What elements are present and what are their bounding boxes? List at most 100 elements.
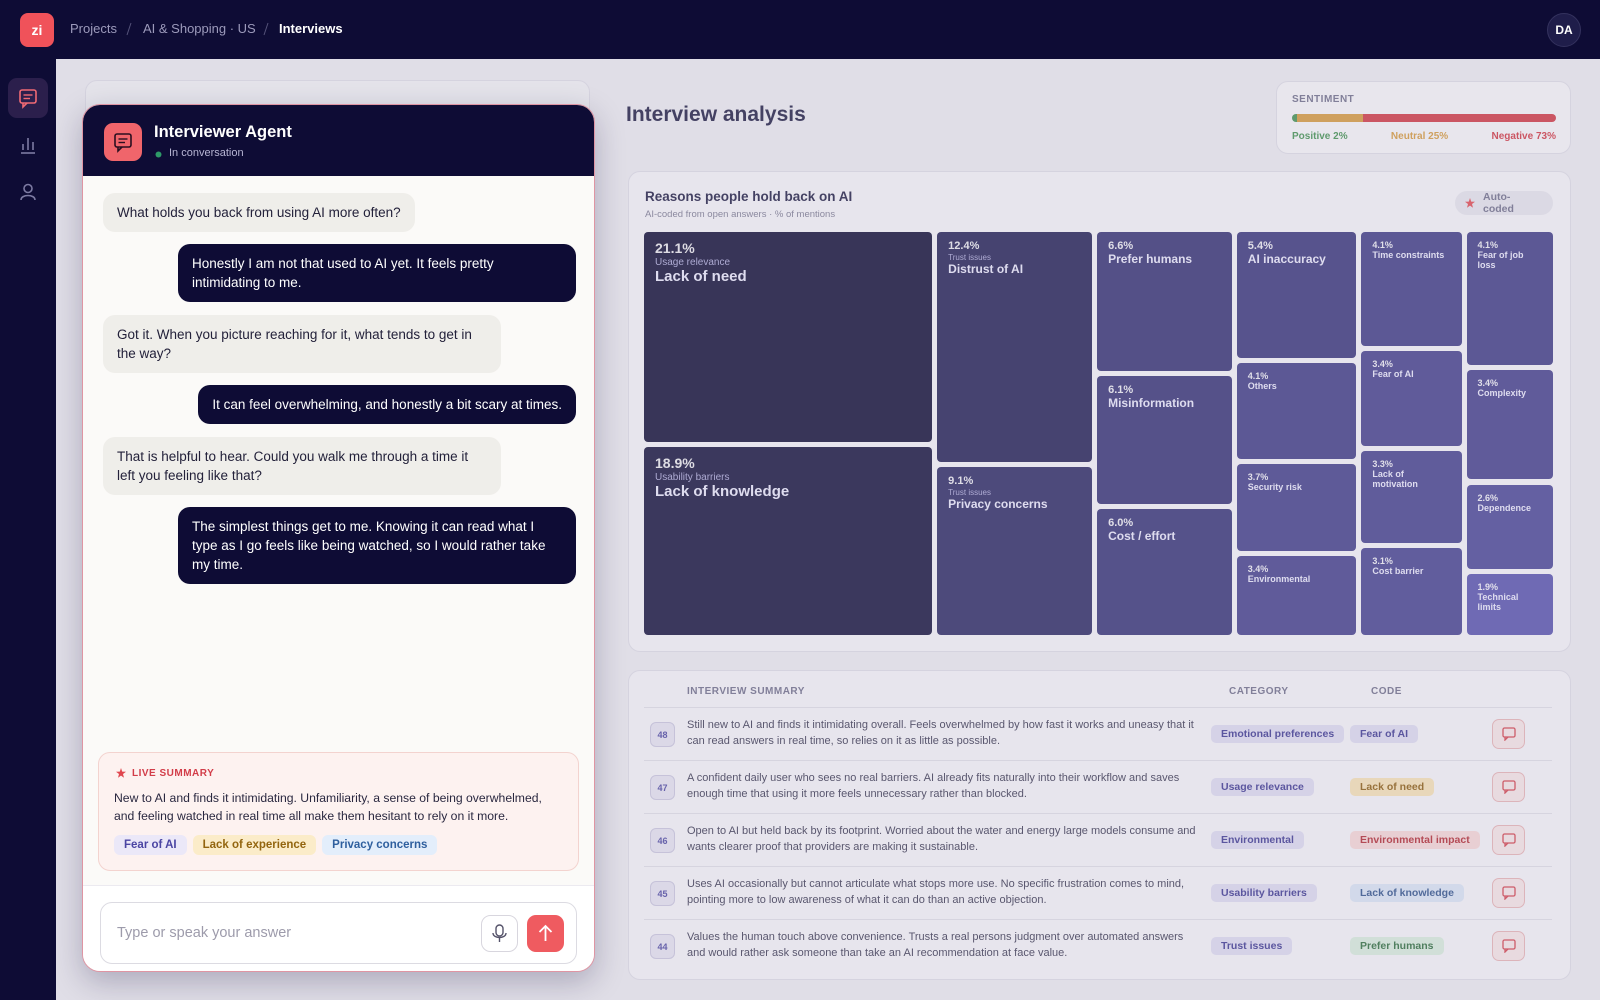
- tile-value: 2.6%: [1477, 492, 1499, 503]
- nav-interviews[interactable]: [8, 78, 48, 118]
- row-id: 45: [650, 881, 675, 906]
- breadcrumb-link[interactable]: AI & Shopping · US: [143, 21, 256, 36]
- row-category: Usage relevance: [1211, 778, 1314, 796]
- row-id: 44: [650, 934, 675, 959]
- tile-name: Cost / effort: [1108, 528, 1176, 543]
- open-interview-button[interactable]: [1492, 719, 1525, 749]
- chat-title: Interviewer Agent: [154, 123, 292, 141]
- summary-tag: Privacy concerns: [322, 835, 438, 855]
- sentiment-legend-label: Negative 73%: [1491, 131, 1556, 142]
- table-row: 44 Values the human touch above convenien…: [644, 919, 1552, 972]
- chat-icon: [1501, 727, 1516, 741]
- chat-icon: [1501, 886, 1516, 900]
- sentiment-legend: Positive 2% Neutral 25% Negative 73%: [1292, 131, 1556, 142]
- tile-value: 6.6%: [1108, 240, 1134, 252]
- row-summary: Open to AI but held back by its footprin…: [687, 825, 1196, 853]
- row-id: 48: [650, 722, 675, 747]
- treemap-tile: 4.1% Time constraints: [1361, 232, 1462, 347]
- tile-group: Usage relevance: [655, 257, 731, 268]
- message-list: What holds you back from using AI more o…: [83, 176, 594, 856]
- treemap-tile: 3.4% Environmental: [1236, 555, 1357, 635]
- mic-button[interactable]: [481, 915, 518, 952]
- tile-name: Lack of motivation: [1372, 469, 1418, 490]
- agent-message: That is helpful to hear. Could you walk …: [103, 437, 501, 495]
- sentiment-segment: [1363, 114, 1556, 122]
- chart-title: Reasons people hold back on AI: [645, 189, 853, 204]
- user-message: Honestly I am not that used to AI yet. I…: [178, 244, 576, 302]
- tile-name: Dependence: [1477, 502, 1532, 513]
- chat-modal: Interviewer Agent In conversation What h…: [82, 104, 595, 972]
- summary-tags: Fear of AI Lack of experience Privacy conc…: [114, 835, 443, 855]
- row-summary: Still new to AI and finds it intimidatin…: [687, 719, 1194, 747]
- tile-value: 5.4%: [1247, 240, 1273, 252]
- row-code: Fear of AI: [1350, 725, 1419, 743]
- sentiment-segment: [1292, 114, 1298, 122]
- chat-icon: [1501, 833, 1516, 847]
- breadcrumb-separator: [263, 22, 269, 36]
- tile-name: Fear of AI: [1372, 369, 1414, 380]
- row-id: 47: [650, 775, 675, 800]
- treemap-tile: 3.3% Lack of motivation: [1361, 451, 1462, 544]
- send-button[interactable]: [527, 915, 564, 952]
- treemap-tile: 3.7% Security risk: [1236, 464, 1357, 551]
- agent-message: Got it. When you picture reaching for it…: [103, 315, 501, 373]
- sentiment-bar: [1292, 114, 1556, 122]
- row-code: Environmental impact: [1350, 831, 1480, 849]
- tile-name: Misinformation: [1108, 395, 1195, 410]
- row-summary: A confident daily user who sees no real …: [687, 772, 1180, 800]
- live-summary-label: LIVE SUMMARY: [132, 768, 215, 779]
- tile-value: 3.4%: [1247, 563, 1269, 574]
- tile-name: AI inaccuracy: [1247, 252, 1326, 266]
- sentiment-label: SENTIMENT: [1292, 94, 1355, 105]
- tile-name: Cost barrier: [1372, 566, 1424, 577]
- sentiment-legend-label: Neutral 25%: [1390, 131, 1449, 142]
- tile-value: 4.1%: [1247, 371, 1269, 382]
- summary-tag: Lack of experience: [192, 835, 317, 855]
- user-message: The simplest things get to me. Knowing i…: [178, 507, 576, 584]
- treemap-tile: 5.4% AI inaccuracy: [1236, 232, 1357, 359]
- treemap-tile: 4.1% Fear of job loss: [1466, 232, 1553, 365]
- tile-value: 6.1%: [1108, 383, 1134, 396]
- nav-profile[interactable]: [18, 182, 38, 202]
- answer-input[interactable]: Type or speak your answer: [100, 902, 577, 964]
- chat-header: Interviewer Agent In conversation: [83, 105, 594, 176]
- top-bar: zi Projects AI & Shopping · US Interview…: [0, 0, 1600, 59]
- row-category: Usability barriers: [1211, 884, 1317, 902]
- breadcrumb-current: Interviews: [279, 21, 343, 36]
- avatar[interactable]: DA: [1547, 13, 1581, 47]
- live-summary-text: New to AI and finds it intimidating. Unf…: [114, 791, 542, 823]
- open-interview-button[interactable]: [1492, 878, 1525, 908]
- tile-value: 18.9%: [655, 454, 695, 471]
- row-category: Environmental: [1211, 831, 1304, 849]
- table-row: 47 A confident daily user who sees no rea…: [644, 760, 1552, 813]
- tile-name: Security risk: [1247, 482, 1302, 493]
- tile-value: 3.4%: [1477, 377, 1499, 388]
- treemap-tile: 2.6% Dependence: [1466, 484, 1553, 569]
- tile-value: 3.4%: [1372, 359, 1393, 370]
- tile-group: Trust issues: [948, 487, 991, 497]
- row-summary: Values the human touch above convenience…: [687, 931, 1184, 959]
- open-interview-button[interactable]: [1492, 772, 1525, 802]
- summary-tag: Fear of AI: [114, 835, 187, 855]
- tile-value: 21.1%: [655, 240, 695, 256]
- status-dot: [155, 151, 162, 158]
- tile-name: Privacy concerns: [948, 496, 1048, 511]
- live-summary: LIVE SUMMARY New to AI and finds it inti…: [98, 752, 579, 871]
- treemap-tile: 6.6% Prefer humans: [1097, 232, 1232, 371]
- row-code: Lack of need: [1350, 778, 1435, 796]
- treemap-tile: 12.4% Trust issues Distrust of AI: [937, 232, 1093, 462]
- breadcrumb-link[interactable]: Projects: [70, 21, 117, 36]
- treemap-tile: 4.1% Others: [1236, 363, 1357, 460]
- tile-name: Lack of knowledge: [655, 482, 790, 500]
- logo[interactable]: zi: [20, 13, 54, 47]
- open-interview-button[interactable]: [1492, 931, 1525, 961]
- nav-analytics[interactable]: [18, 135, 38, 155]
- sidebar: [0, 59, 56, 1000]
- table-row: 46 Open to AI but held back by its footpr…: [644, 813, 1552, 866]
- sentiment-card: SENTIMENT Positive 2% Neutral 25% Negative…: [1276, 81, 1571, 154]
- treemap-tile: 3.1% Cost barrier: [1361, 548, 1462, 635]
- treemap-tile: 9.1% Trust issues Privacy concerns: [937, 466, 1093, 635]
- tile-value: 6.0%: [1108, 516, 1134, 529]
- open-interview-button[interactable]: [1492, 825, 1525, 855]
